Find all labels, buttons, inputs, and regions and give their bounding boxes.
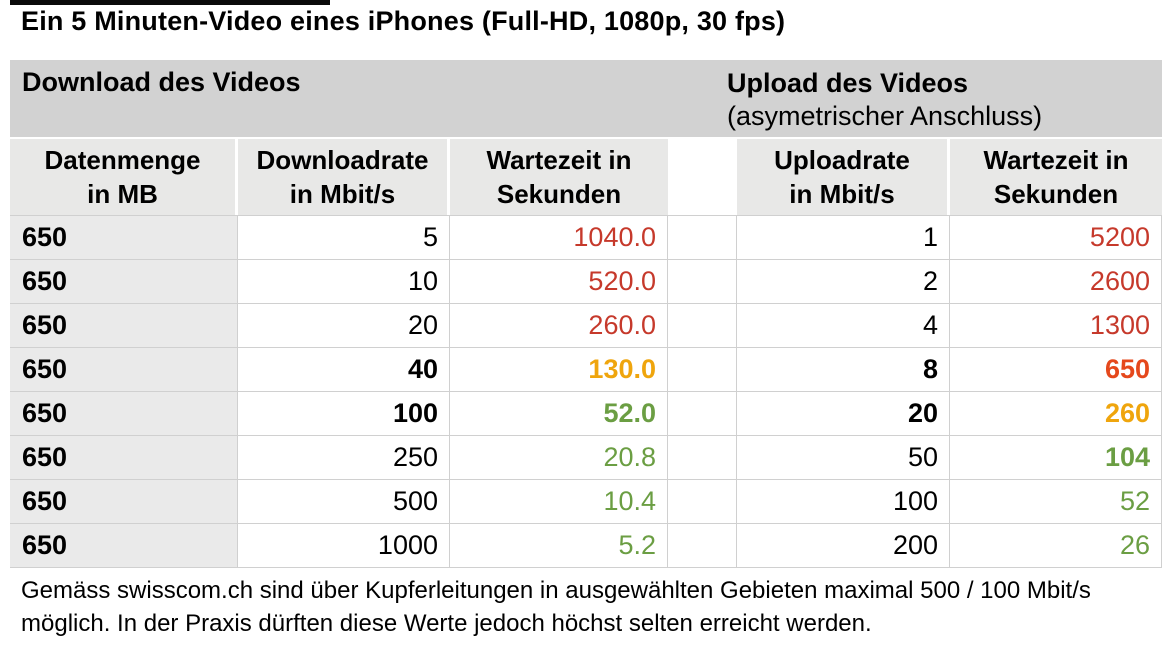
upload-section-header: Upload des Videos (asymetrischer Anschlu… [727, 60, 1162, 137]
table-band-header: Download des Videos Upload des Videos (a… [10, 60, 1162, 137]
cell-downloadrate: 5 [238, 216, 450, 259]
spacer-cell [668, 260, 737, 303]
cell-wartezeit-upload: 1300 [950, 304, 1162, 347]
column-header-wartezeit-upload: Wartezeit in Sekunden [950, 139, 1162, 215]
spacer-cell [668, 524, 737, 567]
cell-wartezeit-download: 260.0 [450, 304, 668, 347]
cell-downloadrate: 250 [238, 436, 450, 479]
cell-wartezeit-upload: 2600 [950, 260, 1162, 303]
cell-wartezeit-download: 1040.0 [450, 216, 668, 259]
cell-datenmenge: 650 [10, 480, 238, 523]
upload-section-label: Upload des Videos [727, 68, 969, 98]
cell-uploadrate: 2 [737, 260, 950, 303]
cell-uploadrate: 20 [737, 392, 950, 435]
cell-uploadrate: 100 [737, 480, 950, 523]
upload-section-sublabel: (asymetrischer Anschluss) [727, 101, 1043, 131]
cropped-text-artifact [10, 0, 330, 5]
column-header-row: Datenmenge in MB Downloadrate in Mbit/s … [10, 139, 1162, 215]
table-row: 650 5 1040.0 1 5200 [10, 216, 1162, 260]
cell-uploadrate: 1 [737, 216, 950, 259]
cell-uploadrate: 200 [737, 524, 950, 567]
table-row: 650 250 20.8 50 104 [10, 436, 1162, 480]
cell-wartezeit-upload: 104 [950, 436, 1162, 479]
spacer-cell [668, 304, 737, 347]
cell-downloadrate: 1000 [238, 524, 450, 567]
cell-wartezeit-download: 20.8 [450, 436, 668, 479]
download-section-label: Download des Videos [22, 67, 301, 97]
table-row: 650 100 52.0 20 260 [10, 392, 1162, 436]
cell-downloadrate: 10 [238, 260, 450, 303]
cell-uploadrate: 8 [737, 348, 950, 391]
cell-wartezeit-download: 130.0 [450, 348, 668, 391]
cell-wartezeit-download: 5.2 [450, 524, 668, 567]
column-header-datenmenge: Datenmenge in MB [10, 139, 235, 215]
spacer-cell [668, 480, 737, 523]
table-row: 650 20 260.0 4 1300 [10, 304, 1162, 348]
table-row: 650 1000 5.2 200 26 [10, 524, 1162, 568]
cell-datenmenge: 650 [10, 348, 238, 391]
spacer-cell [668, 436, 737, 479]
table-body: 650 5 1040.0 1 5200 650 10 520.0 2 2600 … [10, 215, 1162, 568]
bandwidth-table: Download des Videos Upload des Videos (a… [10, 60, 1162, 568]
cell-uploadrate: 4 [737, 304, 950, 347]
cell-datenmenge: 650 [10, 216, 238, 259]
cell-wartezeit-upload: 26 [950, 524, 1162, 567]
column-header-wartezeit-download: Wartezeit in Sekunden [450, 139, 668, 215]
column-header-downloadrate: Downloadrate in Mbit/s [238, 139, 447, 215]
cell-wartezeit-download: 10.4 [450, 480, 668, 523]
cell-downloadrate: 20 [238, 304, 450, 347]
table-row: 650 40 130.0 8 650 [10, 348, 1162, 392]
cell-downloadrate: 500 [238, 480, 450, 523]
spacer-cell [668, 348, 737, 391]
cell-wartezeit-upload: 5200 [950, 216, 1162, 259]
table-row: 650 500 10.4 100 52 [10, 480, 1162, 524]
page-title: Ein 5 Minuten-Video eines iPhones (Full-… [21, 6, 786, 36]
column-header-spacer [668, 139, 737, 215]
cell-downloadrate: 40 [238, 348, 450, 391]
cell-uploadrate: 50 [737, 436, 950, 479]
spacer-cell [668, 216, 737, 259]
cell-datenmenge: 650 [10, 436, 238, 479]
cell-datenmenge: 650 [10, 524, 238, 567]
cell-wartezeit-upload: 52 [950, 480, 1162, 523]
cell-datenmenge: 650 [10, 260, 238, 303]
footnote: Gemäss swisscom.ch sind über Kupferleitu… [21, 577, 1091, 637]
cell-wartezeit-upload: 260 [950, 392, 1162, 435]
column-header-uploadrate: Uploadrate in Mbit/s [737, 139, 947, 215]
cell-wartezeit-upload: 650 [950, 348, 1162, 391]
cell-datenmenge: 650 [10, 304, 238, 347]
cell-wartezeit-download: 52.0 [450, 392, 668, 435]
table-row: 650 10 520.0 2 2600 [10, 260, 1162, 304]
cell-datenmenge: 650 [10, 392, 238, 435]
spacer-cell [668, 392, 737, 435]
cell-wartezeit-download: 520.0 [450, 260, 668, 303]
cell-downloadrate: 100 [238, 392, 450, 435]
